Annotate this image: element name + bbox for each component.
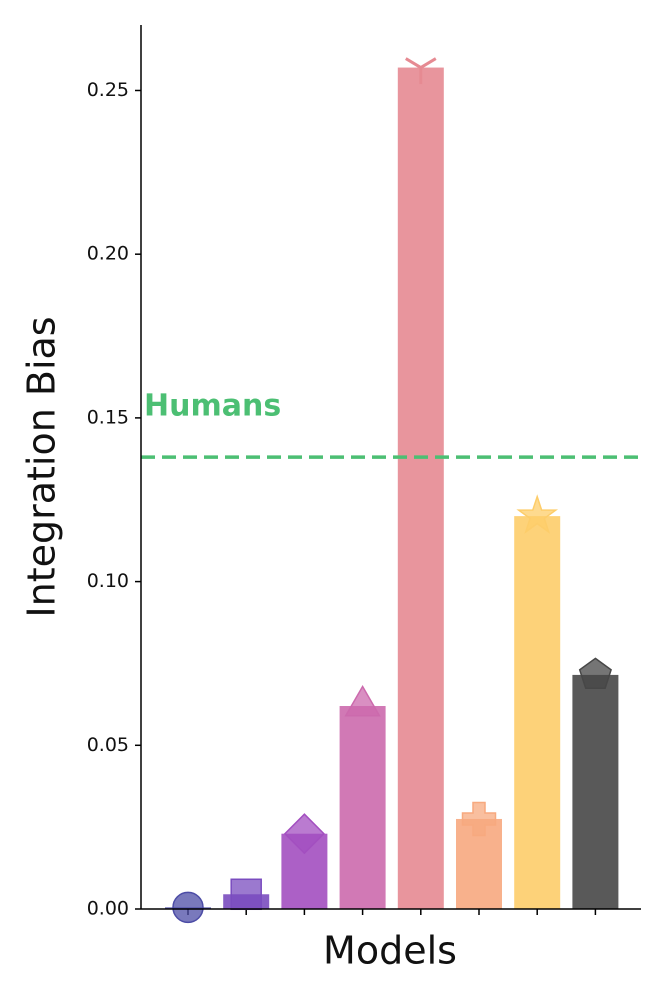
y-tick-label: 0.05: [87, 734, 129, 756]
reference-label: Humans: [144, 389, 281, 424]
bar-marker: [578, 657, 612, 690]
bar-marker: [461, 801, 497, 837]
y-tick-label: 0.00: [87, 898, 129, 920]
bar: [339, 706, 386, 909]
bar: [514, 516, 561, 909]
y-axis-label: Integration Bias: [20, 316, 64, 617]
y-tick-label: 0.10: [87, 570, 129, 592]
y-tick-label: 0.20: [87, 243, 129, 265]
bar: [397, 67, 444, 909]
y-tick-label: 0.25: [87, 79, 129, 101]
bar-marker: [172, 891, 204, 924]
x-axis-label: Models: [323, 929, 457, 973]
bar-marker: [516, 494, 559, 534]
y-tick-label: 0.15: [87, 406, 129, 428]
bar-marker: [283, 813, 325, 855]
bar-marker: [344, 685, 381, 717]
bar-marker: [405, 57, 437, 85]
bar-marker: [230, 878, 262, 911]
bar: [572, 674, 619, 909]
